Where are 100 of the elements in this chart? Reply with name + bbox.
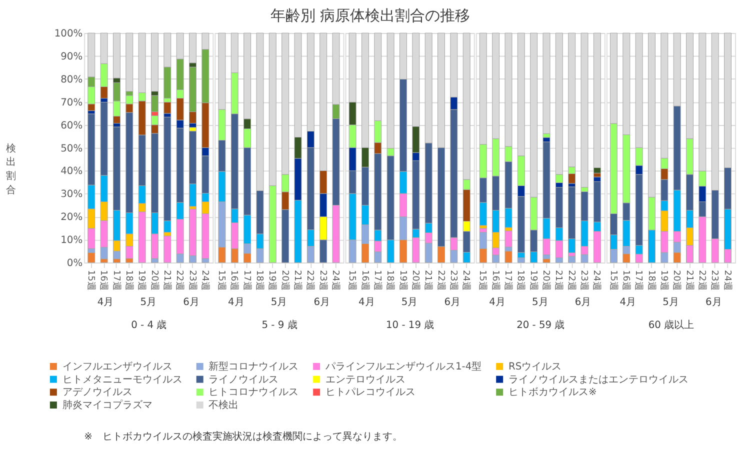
x-tick-label: 22週 [435,270,446,290]
y-axis-title: 検出割合 [6,142,16,196]
x-tick-label: 15週 [477,270,488,290]
text: 5月 [532,297,548,308]
x-tick-label: 19週 [136,270,148,290]
x-tick-label: 22週 [304,270,316,290]
x-axis-title: 5 - 9 歳 [262,318,298,331]
x-tick-label: 23週 [317,270,328,290]
legend-label: ヒトボカウイルス※ [508,387,597,398]
text: 4月 [620,297,636,308]
legend-label: 新型コロナウイルス [208,360,299,372]
x-tick-label: 16週 [98,270,110,290]
text: 6月 [183,297,200,308]
x-axis-title: 0 - 4 歳 [131,318,167,331]
x-tick-label: 17週 [110,270,122,290]
text: 4月 [228,297,244,308]
x-tick-label: 18週 [515,270,526,290]
x-tick-label: 20週 [279,270,290,290]
x-tick-label: 20週 [410,270,421,290]
x-tick-label: 22週 [174,270,186,290]
text: 6月 [444,297,461,308]
legend-label: ライノウイルス [208,374,279,386]
x-tick-label: 24週 [591,270,602,290]
x-tick-label: 16週 [359,270,370,290]
legend-label: 不検出 [208,399,239,411]
x-tick-label: 19週 [266,270,278,290]
x-tick-label: 17週 [502,270,514,290]
x-tick-label: 18週 [646,270,657,290]
x-tick-label: 18週 [384,270,396,290]
x-tick-label: 19週 [658,270,670,290]
bar [504,250,512,263]
text: 5月 [401,297,418,308]
text: 4月 [489,297,506,308]
x-tick-label: 17週 [241,270,252,290]
legend-label: アデノウイルス [62,387,132,398]
legend-label: ヒトメタニューモウイルス [62,374,182,386]
x-tick-label: 24週 [722,270,733,290]
text: 6月 [314,297,330,308]
text: 4月 [358,297,375,308]
x-tick-label: 15週 [608,270,619,290]
x-tick-label: 16週 [620,270,632,290]
text: 5月 [140,297,157,308]
x-tick-label: 22週 [696,270,708,290]
x-tick-label: 24週 [330,270,342,290]
text: 5月 [270,297,288,308]
y-tick-label: 70% [60,97,83,108]
y-tick-label: 20% [60,212,83,224]
y-tick-label: 100% [54,28,83,40]
text: 5月 [662,297,679,308]
x-tick-label: 17週 [372,270,383,290]
x-tick-label: 23週 [578,270,590,290]
x-tick-label: 23週 [709,270,720,290]
x-tick-label: 15週 [216,270,227,290]
bar [150,95,158,112]
y-tick-label: 80% [60,74,83,86]
x-tick-label: 21週 [553,270,564,290]
x-tick-label: 15週 [346,270,358,290]
x-tick-label: 23週 [186,270,198,290]
x-axis-title: 10 - 19 歳 [386,318,434,331]
y-tick-label: 50% [60,143,83,154]
bar [542,258,550,263]
x-tick-label: 22週 [566,270,577,290]
legend-label: インフルエンザウイルス [62,361,172,372]
x-tick-label: 21週 [422,270,434,290]
x-tick-label: 16週 [490,270,501,290]
legend-label: パラインフルエンザウイルス1-4型 [324,360,482,372]
y-tick-label: 60% [60,120,83,132]
x-axis-title: 20 - 59 歳 [516,318,565,331]
x-tick-label: 19週 [528,270,539,290]
legend-label: 肺炎マイコプラズマ [62,399,152,411]
x-tick-label: 23週 [448,270,459,290]
text: 4月 [97,297,114,308]
x-tick-label: 24週 [460,270,472,290]
y-tick-label: 0% [66,258,83,270]
x-axis-title: 60 歳以上 [648,318,694,331]
text: 6月 [574,297,592,308]
x-tick-label: 17週 [633,270,644,290]
x-tick-label: 20週 [671,270,682,290]
y-tick-label: 10% [60,235,83,246]
y-tick-label: 40% [60,166,83,178]
x-tick-label: 21週 [292,270,304,290]
x-tick-label: 20週 [148,270,160,290]
x-tick-label: 20週 [540,270,552,290]
bar [164,236,172,263]
x-tick-label: 18週 [123,270,134,290]
bar [504,230,512,248]
legend-label: ライノウイルスまたはエンテロウイルス [508,374,689,386]
x-tick-label: 15週 [85,270,96,290]
x-tick-label: 21週 [161,270,172,290]
x-tick-label: 21週 [684,270,695,290]
chart-title: 年齢別 病原体検出割合の推移 [270,8,470,25]
legend-label: ヒトパレコウイルス [325,387,416,398]
bar [88,252,96,263]
bar [164,102,172,114]
legend-label: エンテロウイルス [325,374,406,386]
legend-label: ヒトコロナウイルス [208,387,299,398]
y-tick-label: 30% [60,189,83,200]
text: 6月 [705,297,722,308]
bar [568,256,576,263]
legend-label: RSウイルス [508,361,562,372]
